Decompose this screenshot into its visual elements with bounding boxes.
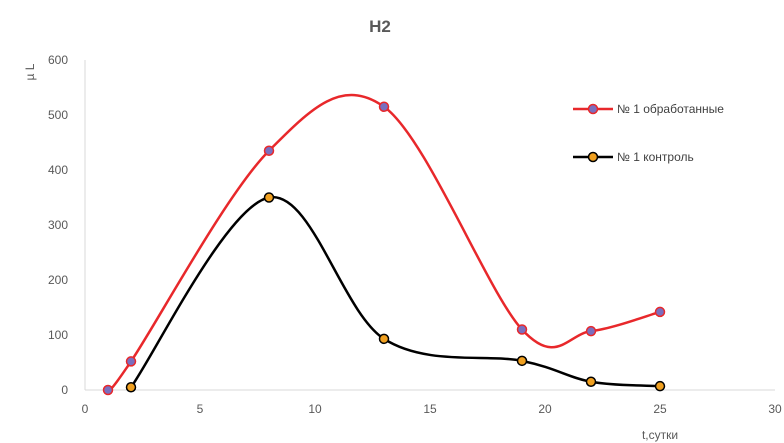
series-line [129,196,661,388]
y-tick-label: 0 [61,383,68,397]
x-tick-label: 5 [197,402,204,416]
series-2 [125,192,666,393]
y-tick-labels: 0 100 200 300 400 500 600 [48,53,68,397]
x-axis-label: t,сутки [642,428,678,442]
data-point [516,324,528,335]
data-point [125,356,137,367]
x-tick-label: 15 [423,402,437,416]
data-point [378,333,390,345]
y-tick-label: 400 [48,163,68,177]
x-tick-label: 20 [538,402,552,416]
legend-label: № 1 контроль [617,150,694,164]
y-tick-label: 200 [48,273,68,287]
x-tick-label: 0 [82,402,89,416]
data-point [263,192,275,203]
y-axis-label: µ L [23,63,37,80]
x-tick-label: 25 [653,402,667,416]
x-tick-label: 30 [768,402,782,416]
legend-item: № 1 обработанные [573,102,724,116]
data-point [102,384,114,396]
y-tick-label: 600 [48,53,68,67]
data-point [585,325,597,337]
x-tick-labels: 0 5 10 15 20 25 30 [82,402,782,416]
chart-title: H2 [369,17,391,36]
series-line [107,93,661,391]
series-layer [102,93,666,396]
legend-marker [587,151,599,163]
y-tick-label: 300 [48,218,68,232]
data-point [125,382,137,393]
data-point [516,355,528,367]
data-point [654,306,666,318]
series-1 [102,93,666,396]
data-point [654,380,666,392]
legend-label: № 1 обработанные [617,102,724,116]
legend-marker [587,103,599,115]
x-tick-label: 10 [308,402,322,416]
y-tick-label: 500 [48,108,68,122]
legend: № 1 обработанные № 1 контроль [573,102,724,164]
data-point [263,145,275,156]
legend-item: № 1 контроль [573,150,694,164]
y-tick-label: 100 [48,328,68,342]
data-point [378,101,390,112]
data-point [585,376,597,387]
